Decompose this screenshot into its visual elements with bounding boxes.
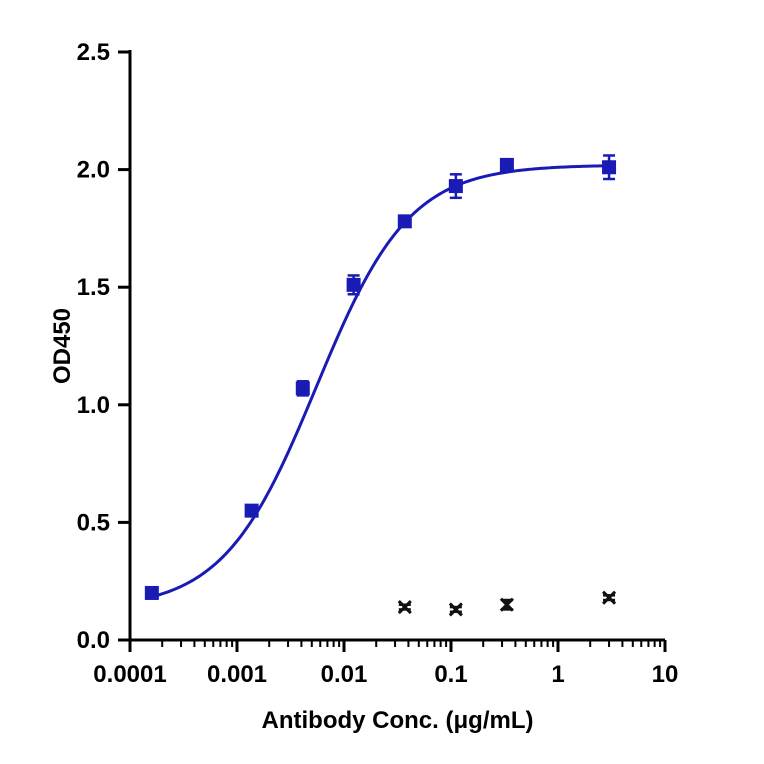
data-point-square xyxy=(295,380,310,397)
x-axis-label: Antibody Conc. (μg/mL) xyxy=(262,707,534,734)
fit-curve xyxy=(151,164,610,599)
data-point-square xyxy=(499,157,514,172)
data-point-x xyxy=(448,602,463,617)
x-marker-stroke xyxy=(448,602,463,617)
y-axis-label: OD450 xyxy=(49,308,76,384)
square-marker xyxy=(144,585,159,600)
square-marker xyxy=(295,381,310,396)
x-tick-label: 1 xyxy=(551,661,564,688)
fit-curve-layer xyxy=(151,164,610,599)
square-marker xyxy=(346,277,361,292)
x-marker-stroke xyxy=(397,600,412,615)
square-marker xyxy=(244,503,259,518)
x-tick-label: 0.01 xyxy=(321,661,368,688)
square-marker xyxy=(397,214,412,229)
data-point-square xyxy=(602,154,617,181)
data-point-x xyxy=(601,590,617,605)
y-tick-label: 0.0 xyxy=(77,627,110,654)
y-tick-label: 1.0 xyxy=(77,392,110,419)
data-point-square xyxy=(346,274,361,296)
data-point-square xyxy=(448,173,463,200)
data-point-square xyxy=(144,585,159,600)
square-marker xyxy=(448,179,463,194)
square-marker xyxy=(602,160,617,175)
square-marker xyxy=(499,157,514,172)
data-point-x xyxy=(397,600,412,615)
y-tick-label: 2.5 xyxy=(77,39,110,66)
data-points xyxy=(144,154,617,617)
y-tick-label: 1.5 xyxy=(77,274,110,301)
data-point-x xyxy=(499,597,514,612)
y-tick-label: 2.0 xyxy=(77,157,110,184)
axes: 0.0 0.5 1.0 1.5 2.0 2.5 0.0001 0.001 0.01 0.1 1 10 xyxy=(77,39,679,688)
x-marker-stroke xyxy=(499,597,514,612)
data-point-square xyxy=(244,503,259,518)
x-tick-label: 10 xyxy=(652,661,679,688)
x-marker-stroke xyxy=(601,590,617,605)
x-tick-label: 0.1 xyxy=(434,661,467,688)
data-point-square xyxy=(397,214,412,229)
y-tick-label: 0.5 xyxy=(77,509,110,536)
x-tick-label: 0.001 xyxy=(207,661,267,688)
x-tick-label: 0.0001 xyxy=(93,661,166,688)
